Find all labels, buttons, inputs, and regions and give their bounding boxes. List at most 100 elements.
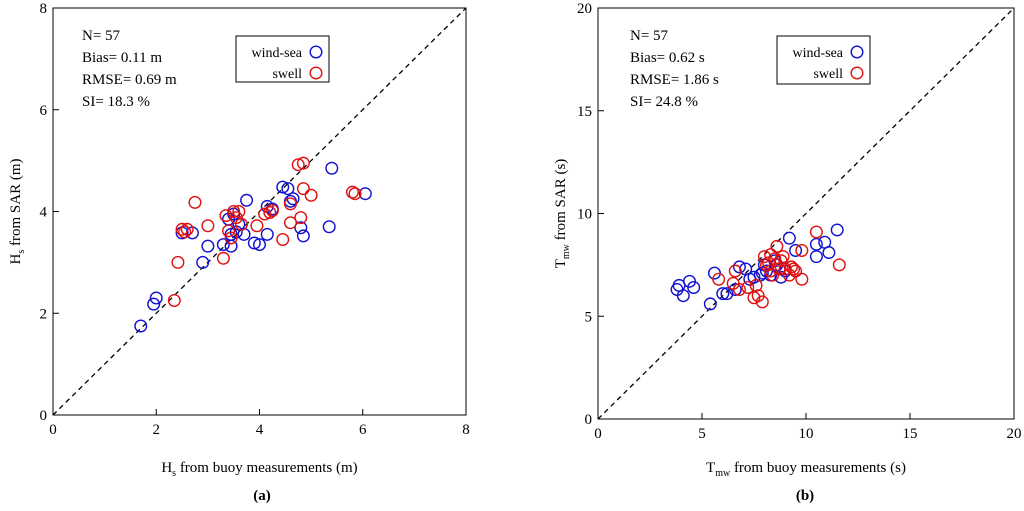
swell-point bbox=[832, 258, 846, 272]
swell-point bbox=[227, 204, 241, 218]
one-to-one-line bbox=[597, 7, 1015, 420]
y-tick-label: 2 bbox=[40, 306, 48, 322]
swell-point bbox=[795, 272, 809, 286]
swell-point bbox=[728, 264, 742, 278]
wind-sea-point bbox=[134, 319, 148, 333]
swell-point bbox=[809, 225, 823, 239]
swell-point bbox=[250, 219, 264, 233]
stats-line: Bias= 0.11 m bbox=[82, 50, 162, 66]
swell-point bbox=[258, 207, 272, 221]
y-tick-label: 8 bbox=[40, 1, 48, 17]
y-tick-label: 5 bbox=[585, 309, 593, 325]
wind-sea-point bbox=[676, 289, 690, 303]
wind-sea-point bbox=[732, 260, 746, 274]
swell-point bbox=[216, 251, 230, 265]
legend-marker bbox=[850, 45, 864, 59]
wind-sea-point bbox=[149, 291, 163, 305]
swell-point bbox=[232, 204, 246, 218]
x-tick-label: 5 bbox=[698, 426, 706, 442]
wind-sea-point bbox=[822, 246, 836, 260]
swell-point bbox=[776, 250, 790, 264]
swell-point bbox=[294, 211, 308, 225]
swell-point bbox=[178, 225, 192, 239]
stats-line: RMSE= 0.69 m bbox=[82, 72, 177, 88]
y-tick-label: 4 bbox=[40, 205, 48, 221]
wind-sea-point bbox=[809, 237, 823, 251]
swell-point bbox=[201, 219, 215, 233]
wind-sea-point bbox=[201, 239, 215, 253]
legend-label: swell bbox=[272, 67, 302, 82]
wind-sea-point bbox=[294, 221, 308, 235]
y-tick-label: 0 bbox=[585, 412, 593, 428]
swell-point bbox=[784, 260, 798, 274]
y-tick-label: 10 bbox=[577, 207, 592, 223]
wind-sea-point bbox=[281, 182, 295, 196]
swell-point bbox=[283, 216, 297, 230]
swell-point bbox=[224, 231, 238, 245]
stats-line: SI= 18.3 % bbox=[82, 94, 150, 110]
wind-sea-point bbox=[687, 280, 701, 294]
wind-sea-point bbox=[196, 255, 210, 269]
swell-point bbox=[234, 217, 248, 231]
swell-point bbox=[772, 262, 786, 276]
wind-sea-point bbox=[747, 270, 761, 284]
stats-line: Bias= 0.62 s bbox=[630, 50, 705, 66]
wind-sea-point bbox=[703, 297, 717, 311]
x-tick-label: 2 bbox=[153, 422, 161, 438]
swell-point bbox=[222, 224, 236, 238]
wind-sea-point bbox=[716, 287, 730, 301]
wind-sea-point bbox=[296, 229, 310, 243]
wind-sea-point bbox=[240, 193, 254, 207]
legend-label: wind-sea bbox=[792, 46, 843, 61]
wind-sea-point bbox=[830, 223, 844, 237]
x-axis-label: Tmw from buoy measurements (s) bbox=[706, 460, 906, 479]
y-tick-label: 6 bbox=[40, 103, 48, 119]
wind-sea-point bbox=[809, 250, 823, 264]
swell-point bbox=[304, 188, 318, 202]
wind-sea-point bbox=[216, 238, 230, 252]
swell-point bbox=[789, 264, 803, 278]
y-tick-label: 20 bbox=[577, 1, 592, 17]
stats-line: RMSE= 1.86 s bbox=[630, 72, 719, 88]
wind-sea-point bbox=[260, 227, 274, 241]
wind-sea-point bbox=[325, 161, 339, 175]
panel-b: 0 5 10 15 20 0 5 10 15 20 Tmw from buoy measuremen… bbox=[553, 1, 1022, 504]
wind-sea-point bbox=[237, 227, 251, 241]
x-tick-label: 4 bbox=[256, 422, 264, 438]
swell-point bbox=[171, 255, 185, 269]
swell-point bbox=[741, 280, 755, 294]
swell-point bbox=[749, 278, 763, 292]
wind-sea-point bbox=[789, 243, 803, 257]
x-tick-label: 10 bbox=[799, 426, 814, 442]
wind-sea-point bbox=[283, 194, 297, 208]
swell-point bbox=[764, 248, 778, 262]
x-tick-label: 6 bbox=[359, 422, 367, 438]
stats-line: N= 57 bbox=[630, 28, 669, 44]
swell-point bbox=[712, 272, 726, 286]
swell-point bbox=[291, 158, 305, 172]
swell-point bbox=[265, 203, 279, 217]
x-tick-label: 8 bbox=[462, 422, 470, 438]
swell-point bbox=[795, 243, 809, 257]
x-tick-label: 15 bbox=[903, 426, 918, 442]
x-axis-label: Hs from buoy measurements (m) bbox=[161, 460, 357, 479]
swell-point bbox=[787, 262, 801, 276]
swell-point bbox=[175, 222, 189, 236]
legend-label: wind-sea bbox=[251, 46, 302, 61]
legend-label: swell bbox=[813, 67, 843, 82]
swell-point bbox=[296, 156, 310, 170]
y-axis-label: Tmw from SAR (s) bbox=[553, 159, 572, 269]
wind-sea-point bbox=[358, 187, 372, 201]
legend-marker bbox=[309, 45, 323, 59]
legend-marker bbox=[850, 66, 864, 80]
y-tick-label: 0 bbox=[40, 408, 48, 424]
y-tick-label: 15 bbox=[577, 104, 592, 120]
wind-sea-point bbox=[252, 238, 266, 252]
wind-sea-point bbox=[322, 220, 336, 234]
legend-box bbox=[235, 35, 330, 83]
stats-line: N= 57 bbox=[82, 28, 121, 44]
swell-point bbox=[732, 283, 746, 297]
wind-sea-point bbox=[720, 287, 734, 301]
swell-point bbox=[770, 239, 784, 253]
